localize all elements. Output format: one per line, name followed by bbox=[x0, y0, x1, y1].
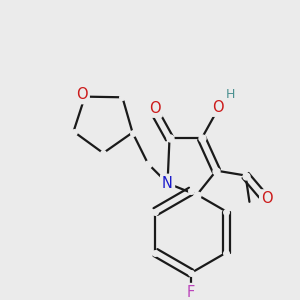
Text: H: H bbox=[225, 88, 235, 101]
Text: O: O bbox=[149, 101, 161, 116]
Text: F: F bbox=[187, 285, 195, 300]
Text: O: O bbox=[76, 87, 88, 102]
Text: O: O bbox=[212, 100, 224, 115]
Text: N: N bbox=[162, 176, 173, 191]
Text: O: O bbox=[261, 191, 273, 206]
